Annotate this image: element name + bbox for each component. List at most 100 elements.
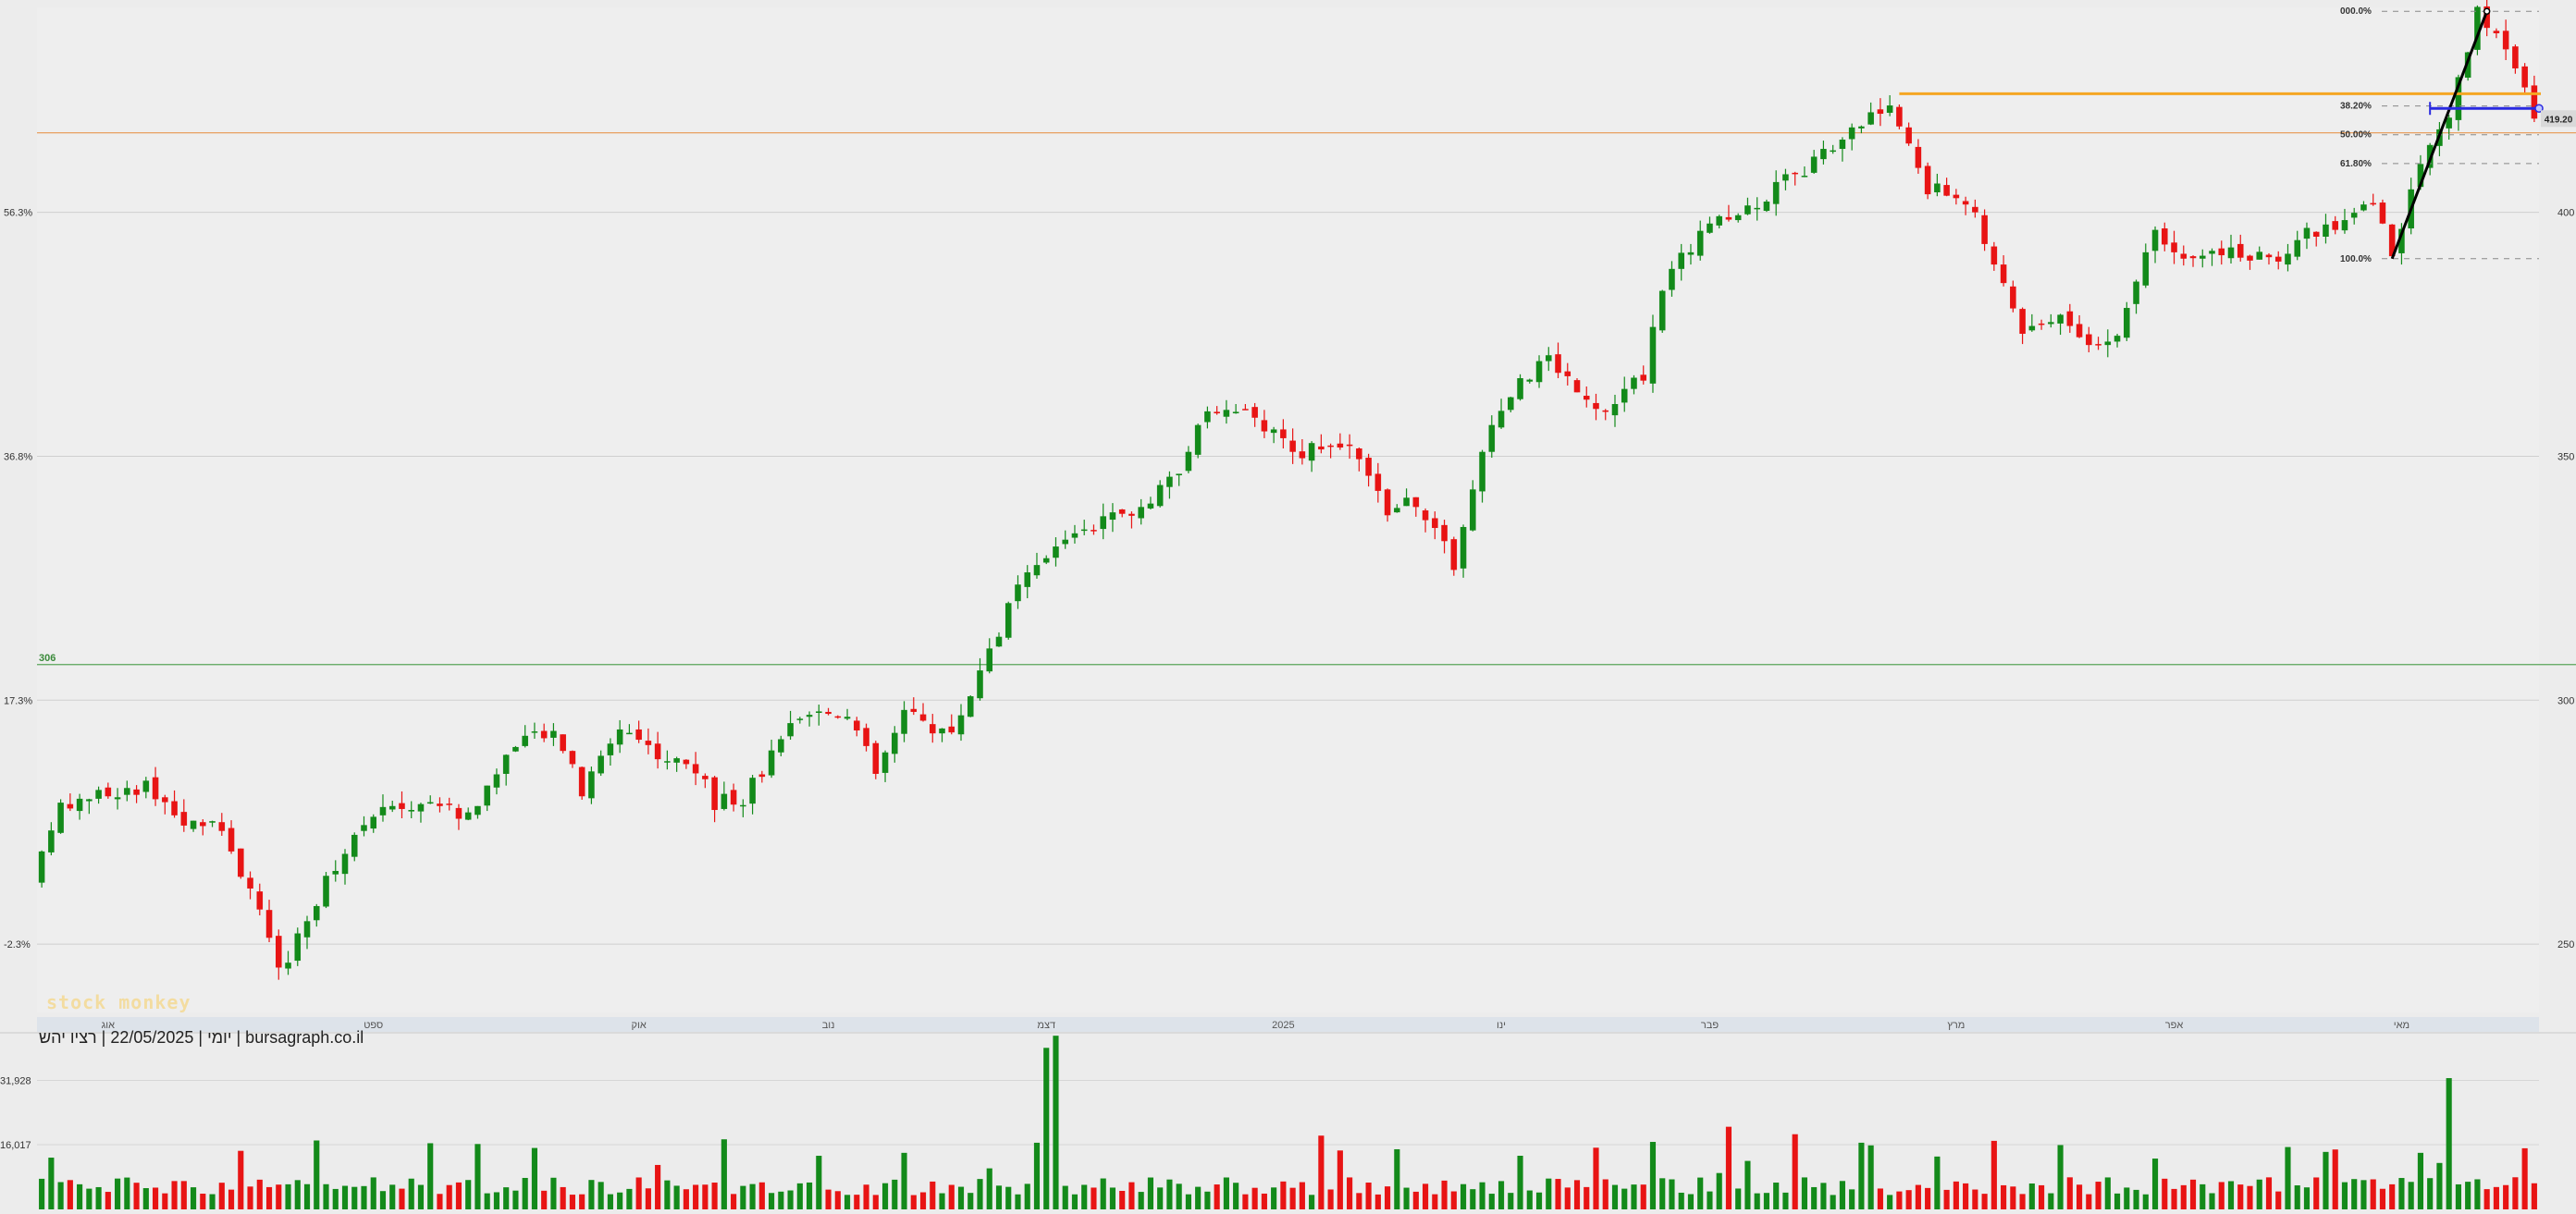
candle-body (749, 778, 756, 804)
candle-body (180, 812, 188, 826)
candle-body (171, 801, 178, 815)
volume-bar (437, 1194, 443, 1209)
volume-bar (484, 1193, 490, 1209)
candle-body (1640, 374, 1647, 381)
volume-bar (2521, 1147, 2528, 1209)
volume-bar (417, 1184, 425, 1209)
volume-bar (1584, 1186, 1590, 1209)
candle-body (901, 709, 907, 734)
candle-body (1934, 183, 1941, 192)
candle-body (1441, 524, 1448, 542)
volume-bar (1905, 1190, 1912, 1209)
candle-body (796, 718, 804, 720)
candle-body (1033, 565, 1041, 576)
volume-bar (2503, 1184, 2509, 1209)
volume-bar (1327, 1189, 1334, 1209)
volume-bar (1735, 1188, 1742, 1209)
volume-bar (2142, 1194, 2149, 1209)
volume-bar (2189, 1179, 2197, 1209)
candle-body (2350, 213, 2358, 218)
volume-bar (2028, 1183, 2035, 1209)
volume-bar (1289, 1187, 1296, 1209)
volume-bar (522, 1177, 528, 1209)
candle-body (2464, 52, 2471, 78)
x-tick-label: אוג (102, 1020, 116, 1031)
candle-body (2010, 286, 2016, 309)
candle-body (493, 774, 500, 788)
candle-body (1820, 149, 1827, 160)
volume-bar (1659, 1178, 1666, 1209)
candle-body (114, 797, 121, 800)
volume-bar (749, 1183, 756, 1209)
volume-bar (1963, 1183, 1969, 1209)
y-tick-label-right: 350 (2558, 451, 2574, 462)
candle-body (1270, 429, 1277, 434)
volume-bar (2265, 1177, 2273, 1209)
volume-bar (626, 1188, 633, 1209)
fib-swing-line (2390, 10, 2489, 260)
y-tick-label-right: 400 (2558, 208, 2574, 219)
candle-body (1526, 379, 1534, 382)
volume-bar (1678, 1192, 1684, 1209)
candle-body (569, 751, 576, 765)
candle-body (1374, 473, 1382, 491)
x-tick-label: אוק (632, 1020, 647, 1031)
candle-body (683, 759, 690, 765)
volume-bar (475, 1144, 481, 1209)
volume-bar (48, 1158, 55, 1209)
volume-bar (1043, 1048, 1050, 1209)
volume-bar (1535, 1192, 1543, 1209)
volume-bar (2114, 1193, 2121, 1209)
volume-bar (1422, 1183, 1429, 1209)
candle-body (626, 732, 633, 735)
candle-body (1763, 202, 1770, 212)
volume-bar (1925, 1187, 1931, 1209)
candle-body (1943, 185, 1950, 196)
candle-body (2151, 229, 2159, 251)
volume-bar (1573, 1180, 1581, 1209)
volume-bar (1100, 1178, 1106, 1209)
volume-bar (2484, 1189, 2490, 1209)
volume-bar (617, 1192, 623, 1209)
candle-body (957, 715, 965, 735)
candle-body (654, 743, 661, 760)
candle-body (2294, 239, 2301, 257)
volume-bar (2360, 1180, 2367, 1209)
candle-body (1450, 539, 1458, 570)
candle-body (2209, 251, 2215, 254)
candle-body (1508, 397, 1514, 411)
candle-body (711, 777, 718, 811)
candle-body (1517, 378, 1523, 399)
candle-body (1100, 516, 1106, 530)
candle-body (1080, 529, 1088, 532)
volume-bar (162, 1193, 168, 1209)
volume-bar (1374, 1194, 1381, 1209)
volume-bar (787, 1190, 794, 1209)
volume-bar (2332, 1149, 2338, 1209)
volume-bar (2133, 1189, 2139, 1209)
volume-bar (1053, 1036, 1059, 1209)
volume-bar (2019, 1194, 2026, 1209)
candle-body (721, 793, 728, 809)
candle-body (1337, 443, 1344, 448)
candle-body (816, 711, 822, 714)
candle-body (1384, 489, 1391, 516)
candle-body (787, 723, 794, 737)
candle-body (1204, 411, 1211, 423)
volume-bar (758, 1182, 765, 1209)
candle-body (388, 805, 396, 810)
candle-body (834, 716, 842, 718)
watermark-logo: stock monkey (46, 991, 191, 1013)
y-tick-label-left: -2.3% (4, 939, 31, 950)
candle-body (844, 717, 851, 719)
volume-bar (1498, 1181, 1505, 1209)
candle-body (607, 743, 614, 755)
volume-bar (1033, 1142, 1041, 1209)
volume-bar (664, 1180, 671, 1209)
candle-body (323, 876, 329, 907)
candle-body (1896, 106, 1903, 127)
volume-bar (673, 1185, 680, 1209)
candle-body (1545, 355, 1552, 362)
volume-bar (2171, 1188, 2177, 1209)
